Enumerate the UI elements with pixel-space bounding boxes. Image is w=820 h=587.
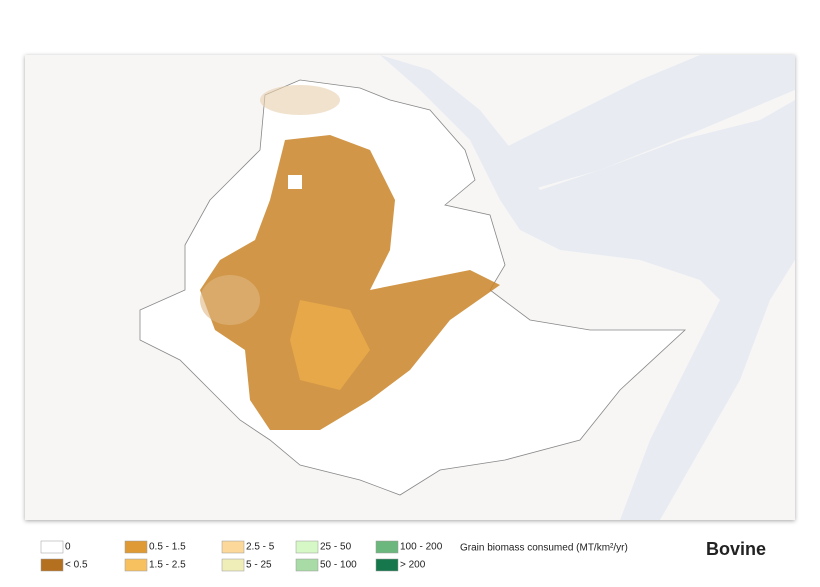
legend-swatch <box>375 558 399 572</box>
legend-title: Grain biomass consumed (MT/km²/yr) <box>460 543 628 554</box>
legend-swatch <box>295 540 319 554</box>
legend-label: 100 - 200 <box>400 542 443 553</box>
legend-label: 0.5 - 1.5 <box>149 542 186 553</box>
legend-swatch <box>40 558 64 572</box>
legend-swatch <box>40 540 64 554</box>
legend-label: > 200 <box>400 560 426 571</box>
legend-label: < 0.5 <box>65 560 88 571</box>
sea <box>480 55 795 190</box>
legend-swatch <box>295 558 319 572</box>
legend-label: 50 - 100 <box>320 560 357 571</box>
legend-swatch <box>124 558 148 572</box>
map-title: Bovine <box>706 539 766 559</box>
legend: 0 < 0.5 0.5 - 1.5 1.5 - 2.5 2.5 - 5 5 - 25 25 … <box>40 540 443 572</box>
legend-label: 0 <box>65 542 71 553</box>
legend-swatch <box>124 540 148 554</box>
legend-swatch <box>375 540 399 554</box>
legend-swatch <box>221 540 245 554</box>
legend-label: 25 - 50 <box>320 542 352 553</box>
sea <box>380 55 795 520</box>
legend-label: 1.5 - 2.5 <box>149 560 186 571</box>
legend-swatch <box>221 558 245 572</box>
gap <box>288 175 302 189</box>
legend-label: 5 - 25 <box>246 560 272 571</box>
density-area <box>200 85 500 430</box>
legend-label: 2.5 - 5 <box>246 542 275 553</box>
map <box>139 55 795 520</box>
